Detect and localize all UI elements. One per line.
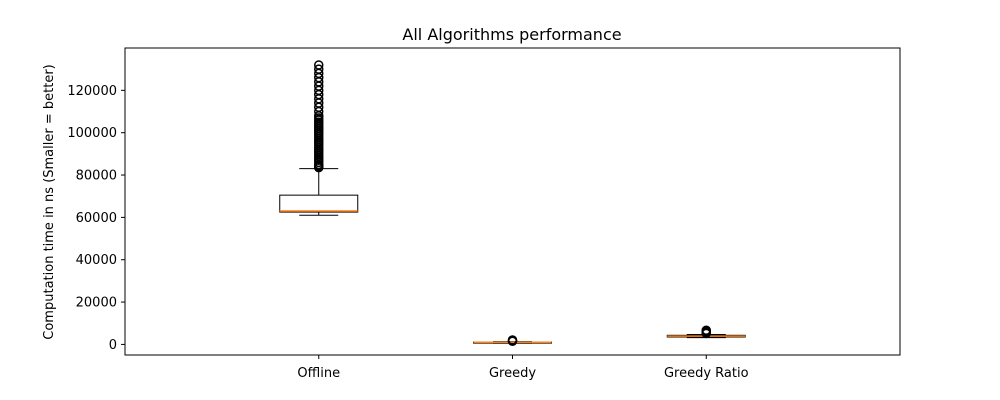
outlier-point	[314, 64, 324, 74]
x-tick-label: Greedy Ratio	[664, 366, 749, 381]
y-tick-label: 40000	[76, 253, 117, 268]
y-tick-label: 80000	[76, 169, 117, 184]
y-tick-label: 120000	[67, 84, 117, 99]
plot-area: 0 20000 40000 60000 80000 100000 120000 Offline…	[67, 60, 749, 381]
y-tick-label: 20000	[76, 296, 117, 311]
x-tick-label: Greedy	[489, 366, 536, 381]
y-tick-label: 100000	[67, 126, 117, 141]
chart-title: All Algorithms performance	[402, 25, 621, 44]
box-0	[279, 194, 359, 213]
y-tick-label: 0	[109, 338, 117, 353]
outlier-point	[507, 335, 518, 345]
axes-frame	[124, 47, 901, 356]
y-axis-label: Computation time in ns (Smaller = better…	[42, 64, 57, 339]
y-tick-label: 60000	[76, 211, 117, 226]
outlier-point	[701, 325, 711, 335]
x-tick-label: Offline	[297, 366, 340, 381]
outlier-point	[314, 60, 324, 70]
